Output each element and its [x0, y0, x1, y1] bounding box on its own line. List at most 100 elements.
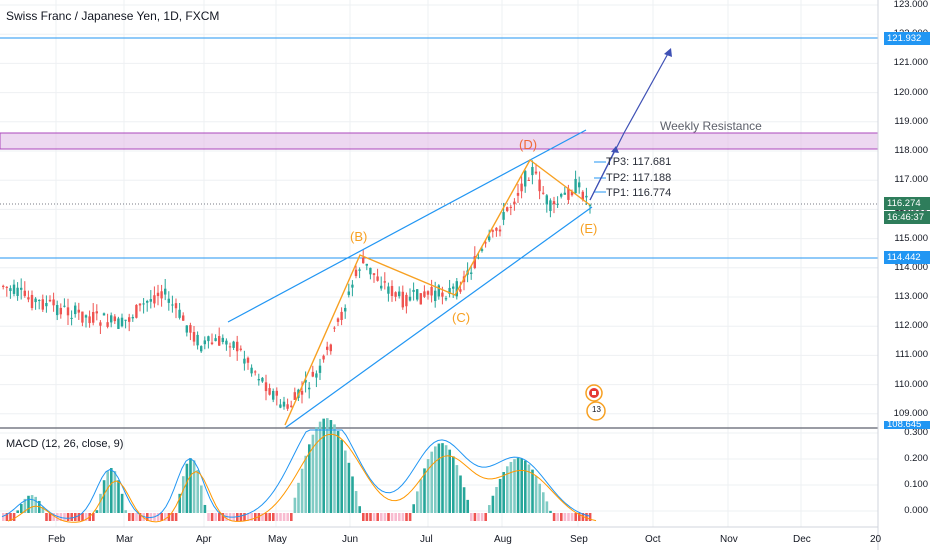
candle	[275, 387, 278, 406]
candle	[12, 279, 16, 297]
macd-bar	[578, 513, 581, 521]
macd-bar	[45, 513, 48, 521]
candle	[20, 278, 23, 300]
candle	[23, 281, 26, 298]
macd-bar	[473, 513, 477, 521]
price-axis-label: 109.000	[893, 407, 928, 419]
macd-bar	[279, 513, 282, 521]
candle	[164, 278, 167, 301]
signal-line	[7, 433, 597, 523]
macd-axis-label: 0.200	[904, 453, 928, 464]
candle	[401, 285, 404, 310]
candle	[455, 278, 458, 300]
candle	[41, 294, 44, 312]
candle	[304, 371, 307, 393]
candle	[578, 176, 581, 194]
candle	[538, 171, 541, 200]
macd-bar	[491, 495, 495, 513]
candle	[264, 374, 268, 401]
macd-bar	[275, 513, 279, 521]
candle	[308, 382, 311, 399]
candle	[117, 316, 120, 329]
macd-bar	[308, 444, 311, 513]
macd-bar	[66, 513, 70, 521]
event-stack-icon[interactable]	[586, 401, 606, 421]
macd-bar	[333, 424, 336, 513]
macd-bar	[189, 458, 192, 513]
macd-bar	[488, 505, 491, 513]
candle	[416, 289, 419, 302]
macd-bar	[470, 513, 473, 521]
macd-bar	[408, 513, 412, 521]
candle	[549, 198, 552, 218]
macd-bar	[466, 499, 469, 513]
candle	[369, 267, 372, 280]
macd-bar	[102, 480, 106, 513]
macd-indicator-label[interactable]: MACD (12, 26, close, 9)	[6, 438, 124, 450]
candle	[405, 292, 408, 314]
candle	[279, 399, 282, 409]
macd-bar	[81, 513, 84, 521]
time-axis-label: Apr	[196, 534, 212, 545]
candle	[390, 280, 394, 302]
candle	[113, 314, 116, 325]
candle	[419, 293, 422, 305]
candle	[149, 290, 152, 309]
macd-bar	[318, 421, 322, 513]
macd-bar	[480, 513, 484, 521]
candle	[491, 229, 494, 238]
channel-lower-line[interactable]	[284, 206, 593, 429]
macd-bar	[182, 476, 185, 513]
macd-bar	[444, 445, 448, 513]
candle	[5, 286, 8, 297]
swiss-cross-icon	[592, 391, 596, 395]
macd-bar	[300, 468, 304, 513]
macd-bar	[549, 510, 552, 513]
candle	[84, 314, 88, 328]
macd-bar	[358, 506, 361, 513]
candle	[38, 299, 41, 310]
candle	[473, 246, 476, 270]
macd-bar	[380, 513, 383, 521]
macd-bar	[106, 471, 109, 513]
channel-upper-line[interactable]	[227, 129, 587, 323]
price-axis-label: 115.000	[894, 232, 928, 244]
macd-bar	[20, 504, 23, 513]
macd-bar	[401, 513, 405, 521]
time-axis-label: Feb	[48, 534, 66, 545]
candle	[380, 276, 383, 291]
candle	[524, 169, 527, 193]
candle	[138, 303, 142, 312]
weekly-resistance-zone[interactable]	[0, 132, 879, 150]
candle	[534, 163, 538, 175]
projection-arrow-long[interactable]	[589, 49, 671, 201]
macd-bar	[434, 446, 437, 513]
macd-bar	[477, 513, 480, 521]
candle	[2, 284, 5, 290]
macd-bar	[41, 506, 45, 513]
macd-bar	[574, 513, 577, 521]
macd-bar	[495, 486, 498, 513]
candle	[333, 326, 336, 332]
macd-bar	[563, 513, 567, 521]
candle	[99, 320, 102, 335]
candle	[142, 298, 145, 314]
candle	[527, 177, 530, 181]
candle	[128, 313, 131, 332]
macd-bar	[84, 513, 88, 521]
candle	[318, 358, 322, 380]
wave-pattern[interactable]	[284, 158, 591, 426]
candle	[124, 319, 127, 329]
candle	[329, 343, 332, 355]
candle	[81, 311, 84, 327]
wave-label-b: (B)	[350, 229, 368, 244]
candle	[282, 396, 286, 410]
chart-title[interactable]: Swiss Franc / Japanese Yen, 1D, FXCM	[6, 9, 220, 23]
candle	[254, 370, 257, 376]
price-axis-label: 123.000	[893, 0, 928, 10]
macd-bar	[502, 472, 505, 513]
macd-bar	[437, 443, 441, 513]
time-axis-label: Sep	[570, 534, 588, 545]
macd-bar	[585, 513, 588, 521]
